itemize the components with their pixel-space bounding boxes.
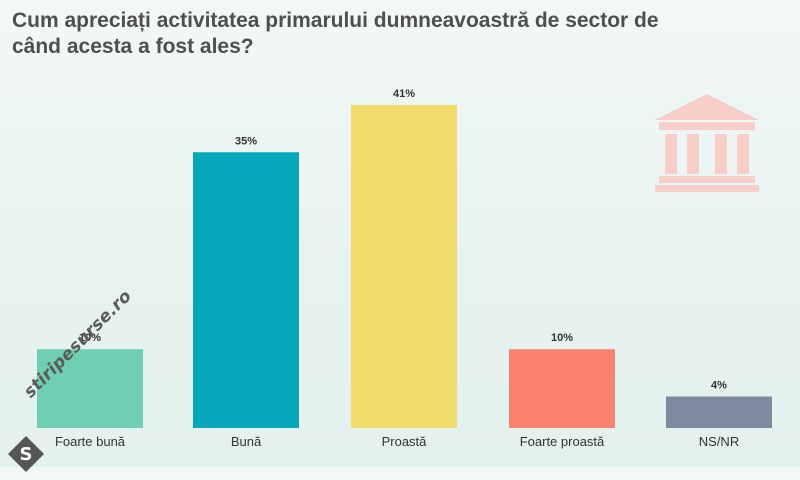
bar-chart: 10%35%41%10%4% Foarte bună Bună Proastă Foa…: [37, 88, 772, 449]
chart-title: Cum apreciați activitatea primarului dum…: [12, 9, 659, 58]
value-label-3: 10%: [551, 332, 573, 344]
bars-group: [37, 105, 772, 428]
value-label-2: 41%: [393, 88, 415, 100]
value-label-0: 10%: [79, 332, 101, 344]
bar-2: [351, 105, 457, 428]
category-labels-group: Foarte bună Bună Proastă Foarte proastă NS/N…: [55, 434, 739, 449]
value-label-1: 35%: [235, 135, 257, 147]
category-label-3: Foarte proastă: [520, 434, 605, 449]
building-icon: [655, 94, 759, 192]
category-label-0: Foarte bună: [55, 434, 126, 449]
category-label-4: NS/NR: [699, 434, 739, 449]
value-labels-group: 10% 35% 41% 10% 4%: [79, 88, 727, 391]
bar-0: [37, 349, 143, 428]
category-label-1: Bună: [231, 434, 262, 449]
bar-4: [666, 396, 772, 428]
value-label-4: 4%: [711, 379, 727, 391]
bar-3: [509, 349, 615, 428]
bar-1: [193, 152, 299, 428]
category-label-2: Proastă: [382, 434, 428, 449]
